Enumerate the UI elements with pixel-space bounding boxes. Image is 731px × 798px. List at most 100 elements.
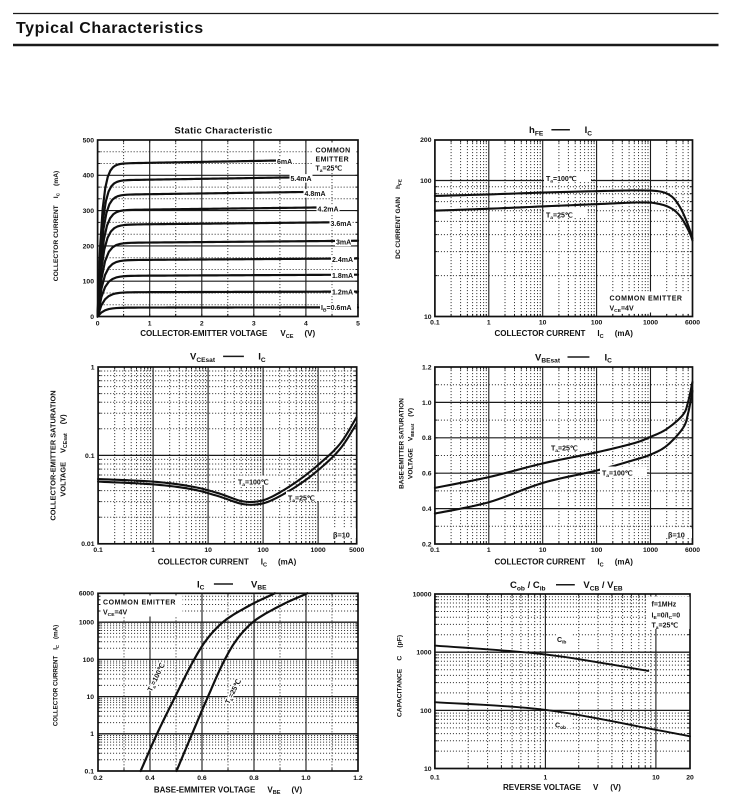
svg-text:COLLECTOR CURRENTIC(mA): COLLECTOR CURRENTIC(mA): [53, 171, 61, 282]
svg-text:1.2: 1.2: [422, 364, 432, 371]
svg-text:1000: 1000: [311, 547, 326, 554]
svg-text:0.6: 0.6: [197, 775, 207, 782]
svg-text:Ta=25℃: Ta=25℃: [546, 211, 573, 221]
svg-text:1: 1: [90, 731, 94, 738]
svg-text:3: 3: [252, 320, 256, 327]
svg-text:1: 1: [487, 547, 491, 554]
svg-text:BASE-EMMITER VOLTAGEVBE(V): BASE-EMMITER VOLTAGE VBE (V): [154, 785, 303, 796]
svg-text:100: 100: [257, 547, 269, 554]
svg-text:200: 200: [83, 243, 95, 250]
svg-text:Cob: Cob: [555, 722, 566, 731]
svg-text:200: 200: [420, 137, 432, 144]
svg-text:VOLTAGEVBEsat(V): VOLTAGEVBEsat(V): [408, 408, 416, 479]
svg-text:100: 100: [420, 178, 432, 185]
svg-text:VBE: VBE: [251, 579, 267, 591]
svg-text:Cob / Cib: Cob / Cib: [510, 580, 546, 592]
svg-text:1000: 1000: [643, 547, 658, 554]
svg-text:IC: IC: [605, 352, 613, 364]
svg-text:COLLECTOR-EMITTER SATURATION: COLLECTOR-EMITTER SATURATION: [48, 390, 57, 520]
svg-text:Typical Characteristics: Typical Characteristics: [16, 20, 204, 37]
svg-text:5: 5: [356, 320, 360, 327]
svg-text:1: 1: [148, 320, 152, 327]
svg-text:0: 0: [90, 314, 94, 321]
svg-text:400: 400: [83, 173, 95, 180]
svg-text:COLLECTOR CURRENTIC(mA): COLLECTOR CURRENTIC(mA): [53, 625, 60, 726]
svg-text:COLLECTOR-EMITTER VOLTAGEVCE(V: COLLECTOR-EMITTER VOLTAGE VCE (V): [140, 329, 315, 340]
svg-text:1: 1: [91, 364, 95, 371]
svg-text:3.6mA: 3.6mA: [331, 221, 352, 228]
svg-text:VCB / VEB: VCB / VEB: [583, 580, 623, 592]
svg-text:VOLTAGEVCEsat(V): VOLTAGEVCEsat(V): [58, 414, 69, 497]
svg-text:VCEsat: VCEsat: [190, 352, 216, 364]
svg-text:6000: 6000: [685, 320, 700, 327]
svg-text:2.4mA: 2.4mA: [332, 257, 353, 264]
svg-text:300: 300: [83, 208, 95, 215]
svg-text:Ta=100℃: Ta=100℃: [602, 469, 633, 479]
svg-text:0.1: 0.1: [85, 768, 95, 775]
svg-text:1.0: 1.0: [422, 400, 432, 407]
svg-text:1.8mA: 1.8mA: [332, 273, 353, 280]
svg-text:0.01: 0.01: [81, 541, 94, 548]
svg-text:EMITTER: EMITTER: [316, 156, 350, 163]
svg-text:0.1: 0.1: [430, 774, 440, 781]
svg-text:Ta=25℃: Ta=25℃: [316, 164, 343, 174]
svg-text:10: 10: [86, 694, 94, 701]
svg-text:1.2mA: 1.2mA: [332, 289, 353, 296]
svg-text:1: 1: [151, 547, 155, 554]
svg-text:20: 20: [686, 774, 694, 781]
svg-text:10: 10: [204, 547, 212, 554]
svg-text:0.8: 0.8: [249, 775, 259, 782]
svg-text:100: 100: [420, 708, 432, 715]
svg-text:0.1: 0.1: [93, 547, 103, 554]
svg-text:BASE-EMITTER SATURATION: BASE-EMITTER SATURATION: [399, 398, 406, 489]
svg-text:Ta=100℃: Ta=100℃: [238, 478, 269, 488]
svg-text:Ta=100℃: Ta=100℃: [546, 175, 577, 185]
svg-text:100: 100: [83, 279, 95, 286]
svg-text:hFE: hFE: [529, 125, 544, 137]
svg-text:VCE=4V: VCE=4V: [610, 305, 634, 314]
svg-text:IE=0/IC=0: IE=0/IC=0: [652, 612, 681, 621]
svg-text:COLLECTOR CURRENTIC(mA): COLLECTOR CURRENTIC(mA): [494, 329, 633, 340]
svg-text:COLLECTOR CURRENTIC(mA): COLLECTOR CURRENTIC(mA): [158, 558, 297, 569]
svg-text:0.4: 0.4: [145, 775, 155, 782]
svg-text:1000: 1000: [416, 650, 431, 657]
svg-text:IB=0.6mA: IB=0.6mA: [321, 305, 352, 314]
svg-text:10: 10: [539, 547, 547, 554]
svg-text:1: 1: [544, 774, 548, 781]
svg-text:0.1: 0.1: [430, 547, 440, 554]
svg-text:Cib: Cib: [557, 637, 566, 646]
svg-text:6mA: 6mA: [277, 159, 292, 166]
svg-text:5000: 5000: [349, 547, 364, 554]
svg-text:0.1: 0.1: [430, 320, 440, 327]
svg-text:0.2: 0.2: [93, 775, 103, 782]
svg-text:IC: IC: [258, 352, 266, 364]
svg-text:10: 10: [539, 320, 547, 327]
svg-text:CAPACITANCEC(pF): CAPACITANCEC(pF): [397, 635, 404, 717]
svg-text:0.4: 0.4: [422, 506, 432, 513]
svg-text:β=10: β=10: [668, 530, 685, 539]
svg-text:100: 100: [591, 320, 603, 327]
svg-text:10: 10: [652, 774, 660, 781]
svg-text:2: 2: [200, 320, 204, 327]
svg-text:Ta=25℃: Ta=25℃: [224, 678, 245, 706]
svg-text:Ta=25℃: Ta=25℃: [288, 494, 315, 504]
svg-text:f=1MHz: f=1MHz: [652, 601, 677, 608]
svg-text:0.2: 0.2: [422, 541, 432, 548]
svg-text:Static Characteristic: Static Characteristic: [174, 125, 272, 136]
svg-text:0.6: 0.6: [422, 471, 432, 478]
svg-text:0: 0: [96, 320, 100, 327]
svg-text:Ta=100℃: Ta=100℃: [146, 662, 168, 694]
svg-text:0.8: 0.8: [422, 435, 432, 442]
svg-text:4.8mA: 4.8mA: [305, 191, 326, 198]
svg-text:β=10: β=10: [333, 530, 350, 539]
svg-text:REVERSE VOLTAGEV(V): REVERSE VOLTAGE V (V): [503, 783, 621, 792]
svg-text:1000: 1000: [643, 320, 658, 327]
svg-text:10: 10: [424, 314, 432, 321]
svg-text:IC: IC: [585, 125, 593, 137]
svg-text:1.0: 1.0: [301, 775, 311, 782]
svg-text:COLLECTOR CURRENTIC(mA): COLLECTOR CURRENTIC(mA): [494, 558, 633, 569]
svg-text:1: 1: [487, 320, 491, 327]
svg-text:10: 10: [424, 766, 432, 773]
svg-text:VCE=4V: VCE=4V: [103, 609, 127, 618]
svg-text:100: 100: [83, 657, 95, 664]
